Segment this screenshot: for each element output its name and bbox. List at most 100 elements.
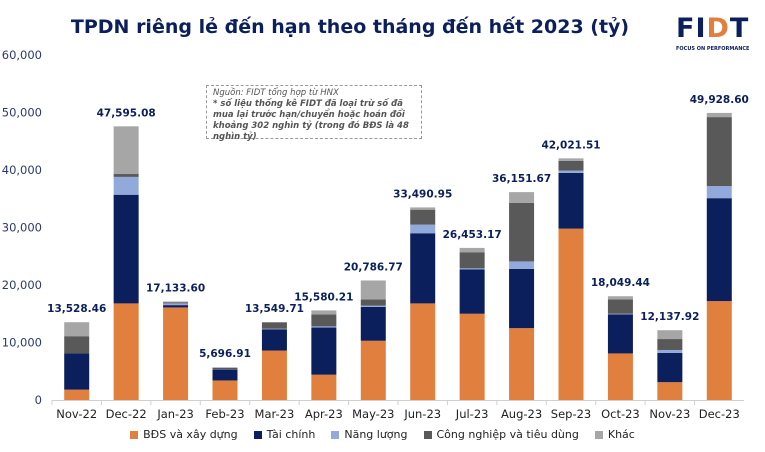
x-tick-label: Jul-23 xyxy=(455,407,489,421)
bar-segment-tài-chính xyxy=(459,269,485,314)
bar-segment-công-nghiệp-và-tiêu-dùng xyxy=(212,367,238,370)
bar-segment-tài-chính xyxy=(64,353,90,390)
bar-segment-năng-lượng xyxy=(657,349,683,353)
bar-segment-tài-chính xyxy=(706,198,732,302)
bar-segment-tài-chính xyxy=(657,352,683,383)
total-label: 47,595.08 xyxy=(97,107,156,119)
logo-tagline: FOCUS ON PERFORMANCE xyxy=(676,46,750,52)
total-label: 49,928.60 xyxy=(690,94,749,106)
x-tick-label: Mar-23 xyxy=(255,407,295,421)
x-tick-label: Sep-23 xyxy=(551,407,591,421)
bar-segment-tài-chính xyxy=(311,327,337,375)
x-tick-label: Jan-23 xyxy=(156,407,194,421)
bar-segment-công-nghiệp-và-tiêu-dùng xyxy=(509,202,535,262)
y-tick-label: 30,000 xyxy=(2,221,42,235)
chart-title: TPDN riêng lẻ đến hạn theo tháng đến hết… xyxy=(70,16,630,38)
bar-segment-khác xyxy=(410,207,436,210)
bar-segment-khác xyxy=(212,367,238,368)
bar-segment-bđs-và-xây-dựng xyxy=(212,380,238,400)
bar-segment-bđs-và-xây-dựng xyxy=(64,389,90,400)
bar-segment-tài-chính xyxy=(558,172,584,229)
bar-segment-năng-lượng xyxy=(311,326,337,328)
legend-label: Công nghiệp và tiêu dùng xyxy=(436,428,579,441)
bar-segment-bđs-và-xây-dựng xyxy=(113,303,139,400)
y-tick-label: 60,000 xyxy=(2,48,42,62)
x-tick-label: Aug-23 xyxy=(501,407,542,421)
bar-segment-năng-lượng xyxy=(113,176,139,195)
legend: BĐS và xây dựng Tài chính Năng lượng Công n… xyxy=(0,428,765,441)
legend-label: Khác xyxy=(607,428,635,441)
total-label: 20,786.77 xyxy=(344,261,403,273)
legend-swatch xyxy=(253,430,262,439)
bar-segment-năng-lượng xyxy=(261,328,287,330)
bar-segment-bđs-và-xây-dựng xyxy=(163,307,189,400)
bar-segment-khác xyxy=(113,126,139,175)
total-label: 13,549.71 xyxy=(245,303,304,315)
legend-item: BĐS và xây dựng xyxy=(130,428,238,441)
bar-segment-công-nghiệp-và-tiêu-dùng xyxy=(360,299,386,306)
legend-item: Năng lượng xyxy=(331,428,408,441)
legend-label: Năng lượng xyxy=(344,428,408,441)
bar-segment-khác xyxy=(360,280,386,300)
bar-segment-công-nghiệp-và-tiêu-dùng xyxy=(113,174,139,177)
bar-segment-tài-chính xyxy=(163,305,189,308)
bar-segment-công-nghiệp-và-tiêu-dùng xyxy=(706,117,732,187)
bar-segment-bđs-và-xây-dựng xyxy=(360,340,386,400)
fidt-logo: FIDT FOCUS ON PERFORMANCE xyxy=(676,13,756,53)
bar-segment-khác xyxy=(459,247,485,253)
bar-segment-khác xyxy=(657,330,683,340)
bar-segment-khác xyxy=(706,112,732,118)
legend-swatch xyxy=(331,430,340,439)
bar-segment-bđs-và-xây-dựng xyxy=(509,328,535,400)
total-label: 33,490.95 xyxy=(393,188,452,200)
bar-segment-khác xyxy=(607,296,633,300)
bar-segment-tài-chính xyxy=(261,329,287,351)
remark-text: * số liệu thống kê FIDT đã loại trừ số đ… xyxy=(213,99,409,142)
bar-segment-năng-lượng xyxy=(163,303,189,306)
legend-item: Khác xyxy=(594,428,635,441)
source-text: Nguồn: FIDT tổng hợp từ HNX xyxy=(213,88,339,98)
bar-segment-công-nghiệp-và-tiêu-dùng xyxy=(410,209,436,225)
y-tick-label: 40,000 xyxy=(2,163,42,177)
bar-segment-tài-chính xyxy=(509,268,535,329)
x-tick-label: May-23 xyxy=(352,407,394,421)
y-tick-label: 0 xyxy=(35,393,42,407)
bar-segment-năng-lượng xyxy=(607,313,633,315)
x-tick-label: Dec-23 xyxy=(699,407,740,421)
bar-segment-công-nghiệp-và-tiêu-dùng xyxy=(311,314,337,327)
bar-segment-tài-chính xyxy=(212,369,238,381)
total-label: 42,021.51 xyxy=(541,139,600,151)
bar-segment-tài-chính xyxy=(410,233,436,304)
bar-segment-bđs-và-xây-dựng xyxy=(459,313,485,400)
total-label: 26,453.17 xyxy=(443,229,502,241)
bar-segment-năng-lượng xyxy=(360,305,386,307)
bar-segment-công-nghiệp-và-tiêu-dùng xyxy=(657,339,683,350)
bar-segment-năng-lượng xyxy=(509,261,535,269)
total-label: 12,137.92 xyxy=(640,311,699,323)
x-tick-label: Nov-22 xyxy=(56,407,97,421)
y-tick-label: 10,000 xyxy=(2,336,42,350)
y-tick-label: 50,000 xyxy=(2,106,42,120)
bar-segment-bđs-và-xây-dựng xyxy=(706,301,732,400)
logo-mark: FIDT xyxy=(676,13,750,44)
bar-segment-công-nghiệp-và-tiêu-dùng xyxy=(163,302,189,304)
bar-segment-bđs-và-xây-dựng xyxy=(558,228,584,400)
legend-item: Tài chính xyxy=(253,428,316,441)
legend-item: Công nghiệp và tiêu dùng xyxy=(423,428,579,441)
total-label: 15,580.21 xyxy=(294,291,353,303)
total-label: 17,133.60 xyxy=(146,282,205,294)
bar-segment-năng-lượng xyxy=(459,268,485,270)
x-tick-label: Nov-23 xyxy=(649,407,690,421)
bar-segment-công-nghiệp-và-tiêu-dùng xyxy=(459,252,485,269)
bar-segment-bđs-và-xây-dựng xyxy=(261,350,287,400)
bar-segment-công-nghiệp-và-tiêu-dùng xyxy=(607,299,633,314)
bar-segment-năng-lượng xyxy=(410,224,436,234)
x-tick-label: Apr-23 xyxy=(305,407,343,421)
legend-swatch xyxy=(130,430,139,439)
x-tick-label: Jun-23 xyxy=(403,407,441,421)
bar-segment-tài-chính xyxy=(360,306,386,341)
legend-label: BĐS và xây dựng xyxy=(143,428,238,441)
legend-label: Tài chính xyxy=(266,428,316,441)
total-label: 5,696.91 xyxy=(199,348,251,360)
